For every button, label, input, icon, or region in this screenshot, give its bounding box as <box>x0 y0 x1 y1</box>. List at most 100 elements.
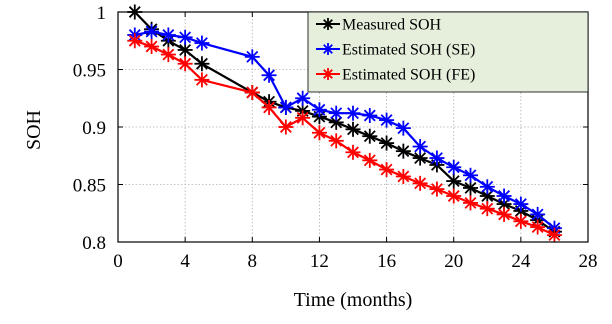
legend-label: Estimated SOH (SE) <box>342 42 475 59</box>
legend: Measured SOH Estimated SOH (SE) Estimated … <box>307 11 589 93</box>
data-point <box>429 150 445 166</box>
data-point-stroke <box>380 163 393 176</box>
x-tick-label: 20 <box>444 251 463 272</box>
data-point-stroke <box>498 208 511 221</box>
data-point <box>530 219 546 235</box>
y-tick-label: 0.95 <box>73 61 106 82</box>
legend-entry: Estimated SOH (SE) <box>316 42 475 59</box>
data-point <box>496 188 512 204</box>
data-point <box>295 90 311 106</box>
legend-entry: Estimated SOH (FE) <box>316 67 475 84</box>
data-point-stroke <box>548 229 561 242</box>
data-point-stroke <box>363 109 376 122</box>
legend-marker-stroke <box>323 69 333 79</box>
data-point-stroke <box>145 25 158 38</box>
data-point-stroke <box>464 182 477 194</box>
data-point <box>194 56 210 72</box>
data-point <box>446 173 462 189</box>
legend-label: Estimated SOH (FE) <box>342 67 475 84</box>
data-point-stroke <box>195 57 208 70</box>
y-axis-label: SOH <box>23 110 45 150</box>
legend-box <box>307 11 589 93</box>
data-point <box>479 188 495 204</box>
data-point <box>194 72 210 88</box>
data-point-stroke <box>330 116 343 129</box>
x-tick-label: 0 <box>113 251 123 272</box>
x-tick-label: 24 <box>511 251 531 272</box>
series-line <box>134 30 556 230</box>
data-point-stroke <box>447 190 460 202</box>
data-point-stroke <box>263 69 276 82</box>
data-point-stroke <box>246 86 259 99</box>
data-point-stroke <box>414 152 427 164</box>
data-point <box>177 42 193 58</box>
data-point <box>144 39 160 54</box>
data-point-stroke <box>464 169 477 182</box>
data-point <box>261 67 277 83</box>
data-point <box>177 56 193 72</box>
data-point <box>261 99 277 115</box>
legend-entry: Measured SOH <box>316 17 442 34</box>
data-point <box>345 121 361 137</box>
data-point <box>362 128 378 144</box>
data-point-stroke <box>514 215 527 228</box>
data-point <box>412 175 428 191</box>
data-point <box>412 139 428 155</box>
data-point <box>194 35 210 51</box>
data-point <box>379 135 395 151</box>
data-point <box>328 133 344 149</box>
data-point <box>177 29 193 45</box>
data-point-stroke <box>263 101 276 114</box>
series-3 <box>127 33 562 243</box>
data-point <box>513 213 529 229</box>
data-point <box>311 102 327 118</box>
data-point-stroke <box>128 34 141 47</box>
data-point-stroke <box>380 137 393 150</box>
data-point <box>328 105 344 121</box>
data-point <box>395 120 411 136</box>
data-point <box>546 227 562 243</box>
data-point-stroke <box>447 175 460 187</box>
data-point-stroke <box>363 130 376 143</box>
data-point <box>345 105 361 121</box>
data-point <box>379 112 395 128</box>
x-tick-label: 4 <box>180 251 190 272</box>
y-tick-label: 0.8 <box>82 233 106 254</box>
data-point-stroke <box>330 107 343 120</box>
data-point <box>513 196 529 212</box>
data-point-stroke <box>481 202 494 215</box>
data-point <box>127 33 143 49</box>
data-point-stroke <box>347 107 359 120</box>
data-point <box>496 206 512 222</box>
legend-marker <box>322 68 334 80</box>
x-tick-label: 8 <box>248 251 258 272</box>
data-point-stroke <box>162 48 175 61</box>
data-point-stroke <box>481 180 494 193</box>
legend-marker-stroke <box>323 44 333 54</box>
data-point <box>278 99 294 115</box>
data-point-stroke <box>179 31 192 44</box>
data-point-stroke <box>363 154 376 167</box>
y-tick-label: 0.9 <box>82 118 106 139</box>
data-point-stroke <box>397 170 410 183</box>
data-point <box>362 152 378 168</box>
x-tick-label: 16 <box>377 251 396 272</box>
data-point <box>446 159 462 175</box>
data-point-stroke <box>531 208 544 221</box>
series-layer <box>127 4 562 243</box>
data-point-stroke <box>195 73 208 86</box>
data-point-stroke <box>464 196 477 209</box>
data-point-stroke <box>397 122 410 135</box>
ticks: 0 4 8 12 16 20 24 28 0.8 0.85 0.9 0.95 1 <box>73 3 598 272</box>
legend-marker <box>322 18 334 30</box>
data-point-stroke <box>430 183 443 196</box>
data-point <box>530 206 546 222</box>
data-point <box>295 110 311 126</box>
data-point <box>345 144 361 160</box>
data-point-stroke <box>514 198 527 210</box>
data-point <box>244 85 260 100</box>
data-point <box>479 179 495 195</box>
data-point-stroke <box>279 121 292 133</box>
series-2 <box>127 24 562 236</box>
